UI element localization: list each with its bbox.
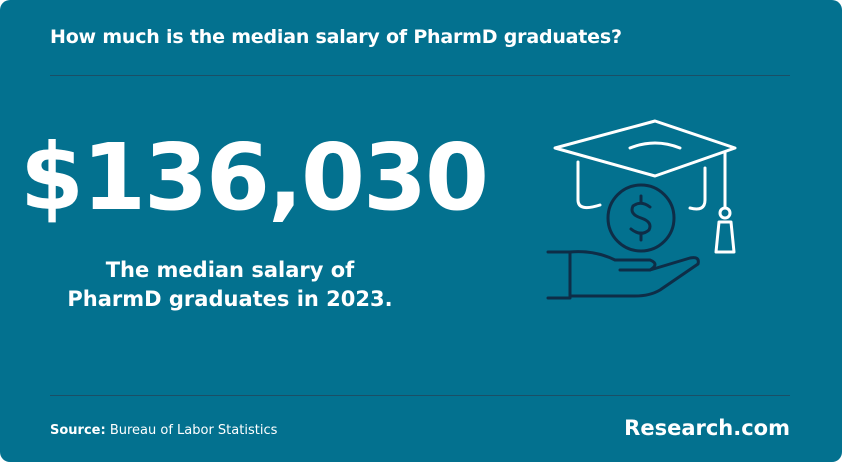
source-text: Bureau of Labor Statistics [109, 423, 278, 438]
stat-description: The median salary of PharmD graduates in… [67, 258, 393, 311]
source: Source: Bureau of Labor Statistics [50, 423, 277, 438]
stat-value: $136,030 [20, 124, 489, 231]
brand: Research.com [624, 416, 790, 440]
divider [50, 395, 790, 396]
source-label: Source: [50, 423, 106, 438]
divider [50, 75, 790, 76]
graduation-money-icon [546, 119, 737, 300]
title: How much is the median salary of PharmD … [50, 26, 622, 48]
